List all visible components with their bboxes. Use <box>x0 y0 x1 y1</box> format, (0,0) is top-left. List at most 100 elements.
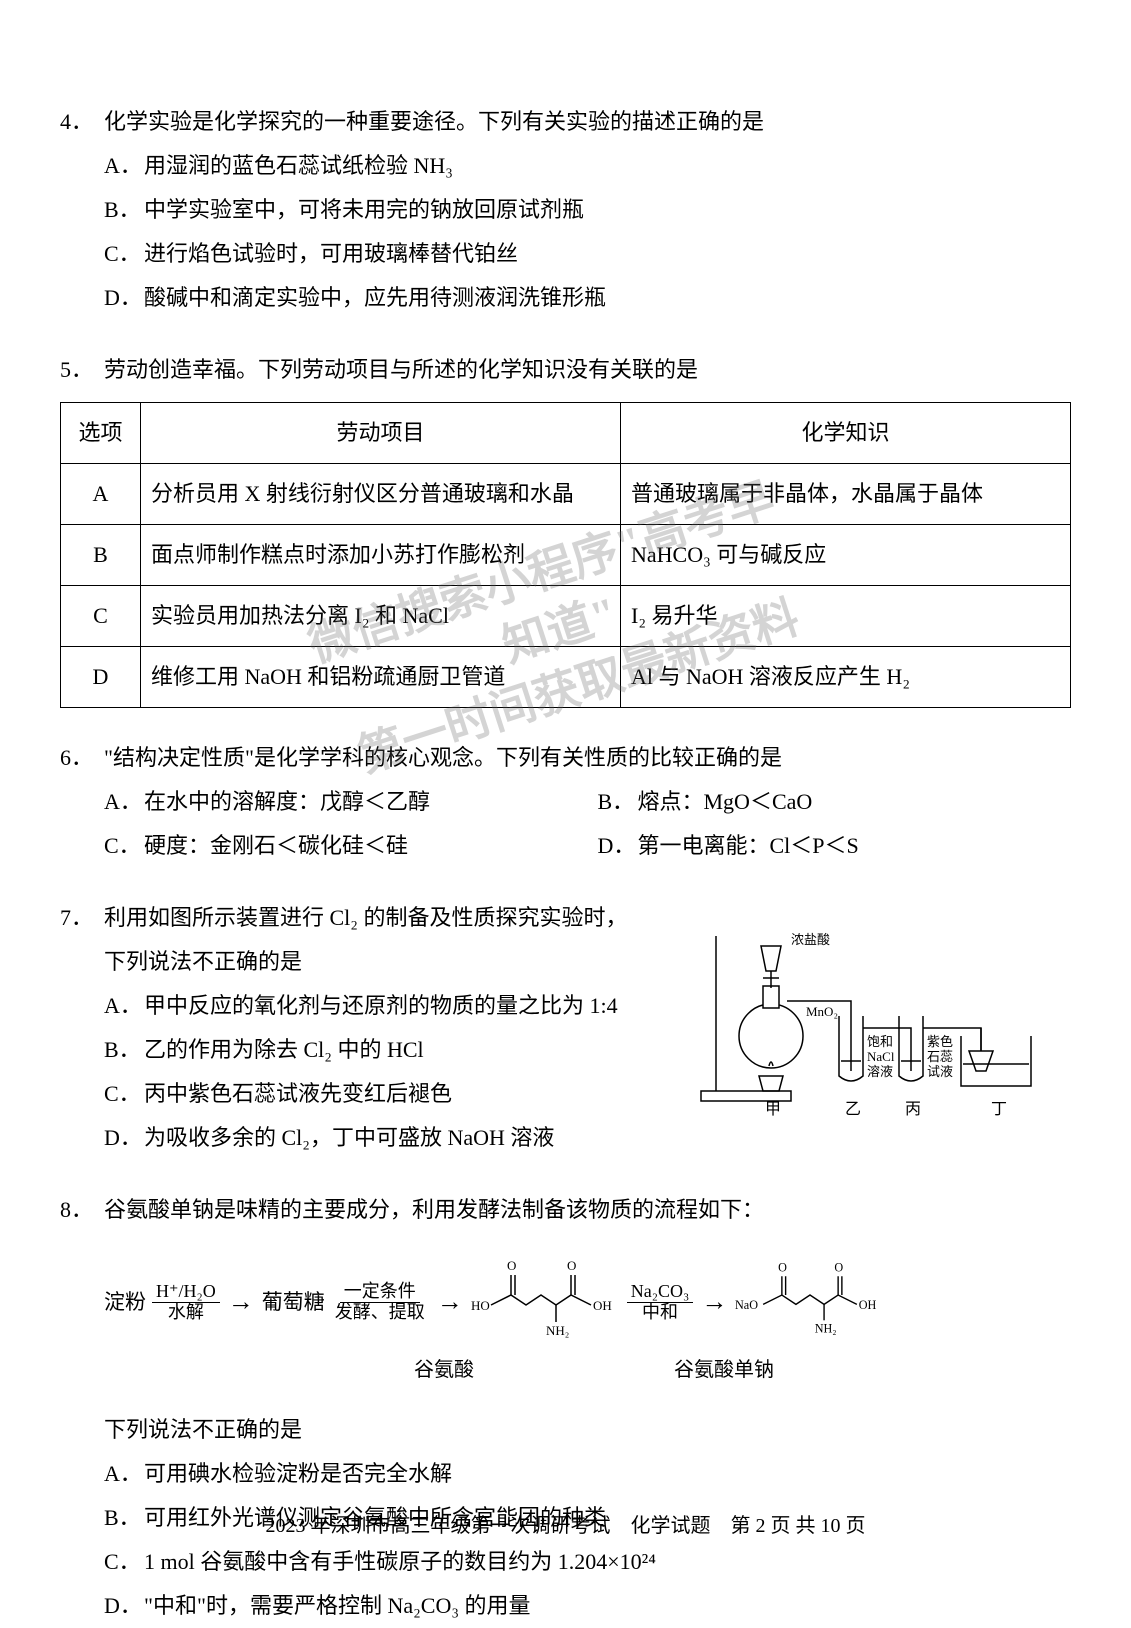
opt-label: D． <box>104 1584 144 1628</box>
q8-flow-diagram: 淀粉 H⁺/H₂O 水解 → 葡萄糖 一定条件 发酵、提取 → <box>60 1250 1071 1390</box>
q4-number: 4． <box>60 100 104 144</box>
q5-table: 选项 劳动项目 化学知识 A分析员用 X 射线衍射仪区分普通玻璃和水晶普通玻璃属… <box>60 402 1071 708</box>
fig-label-litmus-1: 紫色 <box>927 1034 953 1049</box>
fig-bottom-0: 甲 <box>765 1101 781 1116</box>
opt-label: B． <box>598 780 638 824</box>
q7-A: 甲中反应的氧化剂与还原剂的物质的量之比为 1:4 <box>144 984 671 1028</box>
opt-label: D． <box>104 1116 144 1160</box>
q6-stem: "结构决定性质"是化学学科的核心观念。下列有关性质的比较正确的是 <box>104 736 1071 780</box>
q4-D: 酸碱中和滴定实验中，应先用待测液润洗锥形瓶 <box>144 276 1071 320</box>
q7-C: 丙中紫色石蕊试液先变红后褪色 <box>144 1072 671 1116</box>
question-7: 7． 利用如图所示装置进行 Cl₂ 的制备及性质探究实验时， 下列说法不正确的是… <box>60 896 1071 1160</box>
svg-text:HO: HO <box>471 1298 490 1313</box>
flow-mid1: 葡萄糖 <box>262 1281 325 1323</box>
fig-label-nacl-1: 饱和 <box>867 1034 893 1049</box>
fig-bottom-1: 乙 <box>845 1101 861 1116</box>
flow-arrow-1: H⁺/H₂O 水解 <box>152 1282 220 1323</box>
q7-number: 7． <box>60 896 104 940</box>
svg-text:O: O <box>835 1261 844 1275</box>
q4-C: 进行焰色试验时，可用玻璃棒替代铂丝 <box>144 232 1071 276</box>
svg-text:NH₂: NH₂ <box>815 1322 837 1336</box>
opt-label: A． <box>104 1452 144 1496</box>
flow-arrow-2: 一定条件 发酵、提取 <box>331 1282 429 1323</box>
q6-C: 硬度：金刚石＜碳化硅＜硅 <box>144 824 578 868</box>
table-header-row: 选项 劳动项目 化学知识 <box>61 403 1071 464</box>
fig-label-nacl-3: 溶液 <box>867 1064 893 1079</box>
svg-text:OH: OH <box>593 1298 612 1313</box>
fig-label-hcl: 浓盐酸 <box>791 932 830 947</box>
q7-stem-l2: 下列说法不正确的是 <box>104 940 671 984</box>
fig-label-nacl-2: NaCl <box>867 1049 895 1064</box>
q8-continue: 下列说法不正确的是 <box>104 1408 1071 1452</box>
svg-text:O: O <box>567 1258 576 1273</box>
fig-label-litmus-2: 石蕊 <box>927 1049 953 1064</box>
glutamic-acid-structure: HO O O OH NH₂ <box>471 1250 621 1354</box>
q4-B: 中学实验室中，可将未用完的钠放回原试剂瓶 <box>144 188 1071 232</box>
cell-knowledge: NaHCO₃ 可与碱反应 <box>621 525 1071 586</box>
q7-D: 为吸收多余的 Cl₂，丁中可盛放 NaOH 溶液 <box>144 1116 671 1160</box>
cell-project: 实验员用加热法分离 I₂ 和 NaCl <box>141 586 621 647</box>
question-6: 6． "结构决定性质"是化学学科的核心观念。下列有关性质的比较正确的是 A．在水… <box>60 736 1071 868</box>
fig-bottom-2: 丙 <box>905 1101 921 1116</box>
cell-project: 维修工用 NaOH 和铝粉疏通厨卫管道 <box>141 647 621 708</box>
q8-D: "中和"时，需要严格控制 Na₂CO₃ 的用量 <box>144 1584 1071 1628</box>
question-8: 8． 谷氨酸单钠是味精的主要成分，利用发酵法制备该物质的流程如下： 淀粉 H⁺/… <box>60 1188 1071 1628</box>
q5-number: 5． <box>60 348 104 392</box>
prod2-name: 谷氨酸单钠 <box>674 1350 774 1390</box>
svg-text:NaO: NaO <box>735 1298 758 1312</box>
opt-label: C． <box>104 1072 144 1116</box>
page-footer: 2023 年深圳市高三年级第一次调研考试 化学试题 第 2 页 共 10 页 <box>0 1509 1131 1538</box>
question-5: 5． 劳动创造幸福。下列劳动项目与所述的化学知识没有关联的是 选项 劳动项目 化… <box>60 348 1071 708</box>
flow-arrow-3: Na₂CO₃ 中和 <box>627 1282 694 1323</box>
cell-option: C <box>61 586 141 647</box>
opt-label: B． <box>104 188 144 232</box>
q4-A: 用湿润的蓝色石蕊试纸检验 NH₃ <box>144 144 1071 188</box>
opt-label: A． <box>104 984 144 1028</box>
cell-knowledge: Al 与 NaOH 溶液反应产生 H₂ <box>621 647 1071 708</box>
q7-apparatus-figure: 浓盐酸 MnO₂ 饱和 NaCl 溶液 紫色 石蕊 试液 甲 乙 丙 丁 <box>691 916 1071 1116</box>
q8-number: 8． <box>60 1188 104 1232</box>
opt-label: B． <box>104 1028 144 1072</box>
cell-knowledge: 普通玻璃属于非晶体，水晶属于晶体 <box>621 464 1071 525</box>
svg-text:O: O <box>778 1261 787 1275</box>
q6-D: 第一电离能：Cl＜P＜S <box>638 824 1072 868</box>
table-row: C实验员用加热法分离 I₂ 和 NaClI₂ 易升华 <box>61 586 1071 647</box>
q6-B: 熔点：MgO＜CaO <box>638 780 1072 824</box>
th-option: 选项 <box>61 403 141 464</box>
q8-C: 1 mol 谷氨酸中含有手性碳原子的数目约为 1.204×10²⁴ <box>144 1540 1071 1584</box>
table-row: A分析员用 X 射线衍射仪区分普通玻璃和水晶普通玻璃属于非晶体，水晶属于晶体 <box>61 464 1071 525</box>
cell-project: 分析员用 X 射线衍射仪区分普通玻璃和水晶 <box>141 464 621 525</box>
fig-bottom-3: 丁 <box>991 1101 1007 1116</box>
q7-stem-l1: 利用如图所示装置进行 Cl₂ 的制备及性质探究实验时， <box>104 896 671 940</box>
q5-stem: 劳动创造幸福。下列劳动项目与所述的化学知识没有关联的是 <box>104 348 1071 392</box>
cell-knowledge: I₂ 易升华 <box>621 586 1071 647</box>
cell-project: 面点师制作糕点时添加小苏打作膨松剂 <box>141 525 621 586</box>
cell-option: D <box>61 647 141 708</box>
cell-option: A <box>61 464 141 525</box>
table-row: D维修工用 NaOH 和铝粉疏通厨卫管道Al 与 NaOH 溶液反应产生 H₂ <box>61 647 1071 708</box>
opt-label: C． <box>104 1540 144 1584</box>
msg-structure: NaO O O OH NH₂ <box>735 1250 885 1354</box>
cell-option: B <box>61 525 141 586</box>
fig-label-mno2: MnO₂ <box>806 1004 838 1019</box>
q7-B: 乙的作用为除去 Cl₂ 中的 HCl <box>144 1028 671 1072</box>
opt-label: A． <box>104 144 144 188</box>
opt-label: C． <box>104 824 144 868</box>
fig-label-litmus-3: 试液 <box>927 1064 953 1079</box>
th-knowledge: 化学知识 <box>621 403 1071 464</box>
q6-A: 在水中的溶解度：戊醇＜乙醇 <box>144 780 578 824</box>
svg-text:O: O <box>507 1258 516 1273</box>
opt-label: A． <box>104 780 144 824</box>
q8-stem: 谷氨酸单钠是味精的主要成分，利用发酵法制备该物质的流程如下： <box>104 1188 1071 1232</box>
table-row: B面点师制作糕点时添加小苏打作膨松剂NaHCO₃ 可与碱反应 <box>61 525 1071 586</box>
opt-label: D． <box>104 276 144 320</box>
svg-text:NH₂: NH₂ <box>546 1323 569 1338</box>
q4-stem: 化学实验是化学探究的一种重要途径。下列有关实验的描述正确的是 <box>104 100 1071 144</box>
q6-number: 6． <box>60 736 104 780</box>
question-4: 4． 化学实验是化学探究的一种重要途径。下列有关实验的描述正确的是 A．用湿润的… <box>60 100 1071 320</box>
q8-A: 可用碘水检验淀粉是否完全水解 <box>144 1452 1071 1496</box>
th-project: 劳动项目 <box>141 403 621 464</box>
prod1-name: 谷氨酸 <box>414 1350 474 1390</box>
opt-label: C． <box>104 232 144 276</box>
flow-start: 淀粉 <box>104 1281 146 1323</box>
